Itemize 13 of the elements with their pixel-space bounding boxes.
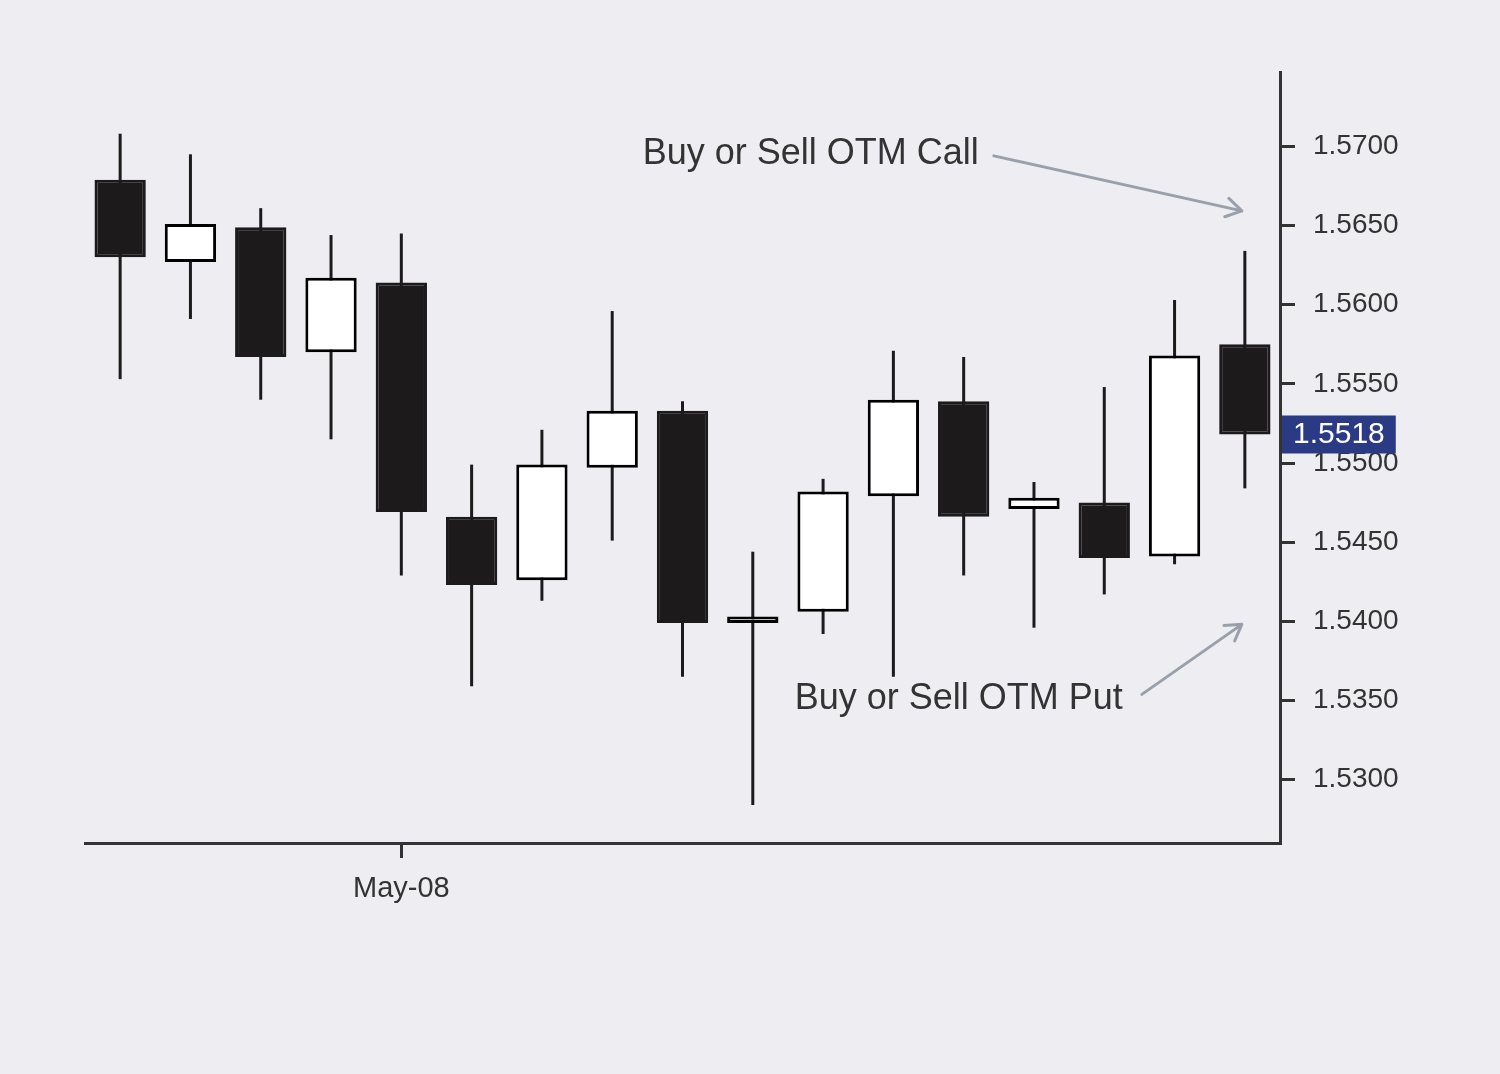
y-tick-label: 1.5300: [1313, 762, 1399, 794]
y-tick-label: 1.5650: [1313, 208, 1399, 240]
y-tick-label: 1.5450: [1313, 524, 1399, 556]
x-tick-label: May-08: [352, 871, 450, 904]
y-tick-label: 1.5550: [1313, 366, 1399, 398]
y-tick-label: 1.5700: [1313, 129, 1399, 161]
text: 1.5518: [1293, 415, 1385, 449]
annotation: Buy or Sell OTM Put: [794, 676, 1123, 718]
annotation: Buy or Sell OTM Call: [642, 130, 979, 172]
y-tick-label: 1.5400: [1313, 604, 1399, 636]
y-tick-label: 1.5600: [1313, 287, 1399, 319]
candlestick: [1008, 482, 1060, 628]
y-tick-label: 1.5350: [1313, 683, 1399, 715]
